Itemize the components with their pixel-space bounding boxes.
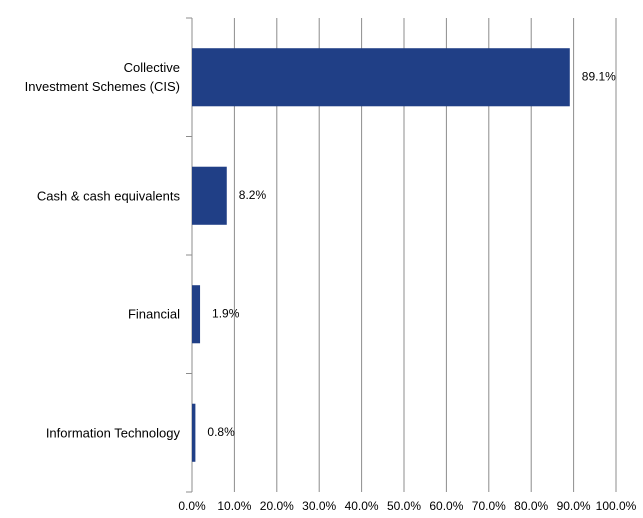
x-tick-label: 100.0% [596,499,637,513]
y-tick-label: Cash & cash equivalents [36,188,180,204]
x-tick-label: 10.0% [217,499,251,513]
x-tick-label: 60.0% [429,499,463,513]
bar [192,166,227,225]
x-tick-label: 30.0% [302,499,336,513]
x-tick-label: 50.0% [387,499,421,513]
data-label: 8.2% [239,188,267,202]
x-tick-label: 80.0% [514,499,548,513]
x-tick-label: 90.0% [557,499,591,513]
x-tick-label: 20.0% [260,499,294,513]
y-tick-label: Financial [127,306,180,322]
bar [192,285,201,344]
x-tick-label: 70.0% [472,499,506,513]
data-label: 1.9% [212,306,240,320]
data-label: 89.1% [582,69,616,83]
y-tick-label: Collective Investment Schemes (CIS) [24,60,180,95]
data-label: 0.8% [207,425,235,439]
y-tick-label: Information Technology [45,425,180,441]
bar [192,48,570,107]
bar [192,403,196,462]
x-tick-label: 0.0% [178,499,206,513]
x-tick-label: 40.0% [345,499,379,513]
